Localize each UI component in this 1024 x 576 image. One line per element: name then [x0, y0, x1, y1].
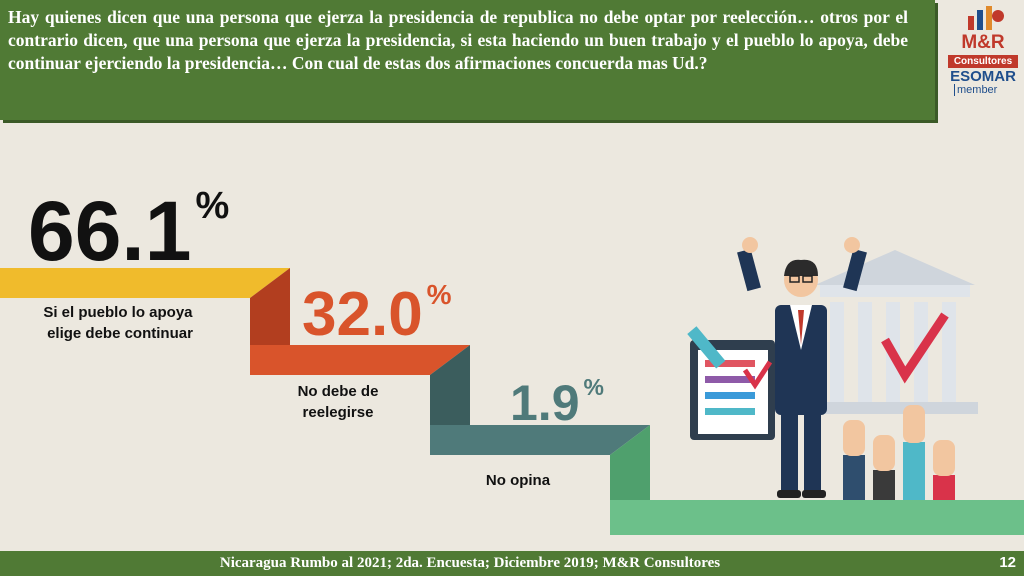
footer-bar: Nicaragua Rumbo al 2021; 2da. Encuesta; …	[0, 551, 1024, 576]
unit-label-1: %	[427, 279, 452, 310]
category-label-line: No debe de	[298, 383, 379, 400]
chart-logo-icon	[968, 6, 1004, 30]
category-label-1: No debe de reelegirse	[298, 383, 379, 421]
unit-label-2: %	[584, 374, 604, 400]
category-label-line: reelegirse	[303, 404, 374, 421]
logo-brand: M&R	[961, 32, 1005, 53]
category-label-line: elige debe continuar	[47, 325, 193, 342]
businessman-icon	[737, 237, 867, 498]
value-label-0: 66.1	[28, 184, 192, 278]
logo-esomar: ESOMAR	[950, 68, 1016, 85]
value-label-2: 1.9	[510, 375, 580, 431]
clipboard-icon	[687, 326, 775, 440]
government-building-icon	[812, 250, 978, 414]
question-banner: Hay quienes dicen que una persona que ej…	[0, 0, 935, 120]
step-band-1	[250, 345, 470, 375]
category-label-2: No opina	[486, 472, 551, 489]
unit-label-0: %	[196, 185, 230, 227]
raised-hands-icon	[843, 405, 955, 505]
question-text: Hay quienes dicen que una persona que ej…	[8, 7, 908, 73]
category-label-0: Si el pueblo lo apoya elige debe continu…	[43, 304, 196, 342]
logo-subtitle: Consultores	[948, 55, 1018, 68]
illustration	[687, 237, 978, 505]
step-band-0	[0, 268, 290, 298]
logo-member: member	[954, 84, 997, 96]
footer-source: Nicaragua Rumbo al 2021; 2da. Encuesta; …	[219, 555, 721, 571]
value-label-1: 32.0	[302, 280, 423, 349]
page-number: 12	[999, 554, 1016, 571]
staircase-chart: 66.1 %32.0 %1.9 %Si el pueblo lo apoya elig…	[0, 184, 1024, 535]
step-band-3	[610, 500, 1024, 535]
company-logo: M&R Consultores ESOMAR member	[942, 2, 1024, 100]
category-label-line: No opina	[486, 472, 551, 489]
step-band-2	[430, 425, 650, 455]
chart-steps: 66.1 %32.0 %1.9 %Si el pueblo lo apoya elig…	[0, 184, 1024, 535]
category-label-line: Si el pueblo lo apoya	[43, 304, 196, 321]
